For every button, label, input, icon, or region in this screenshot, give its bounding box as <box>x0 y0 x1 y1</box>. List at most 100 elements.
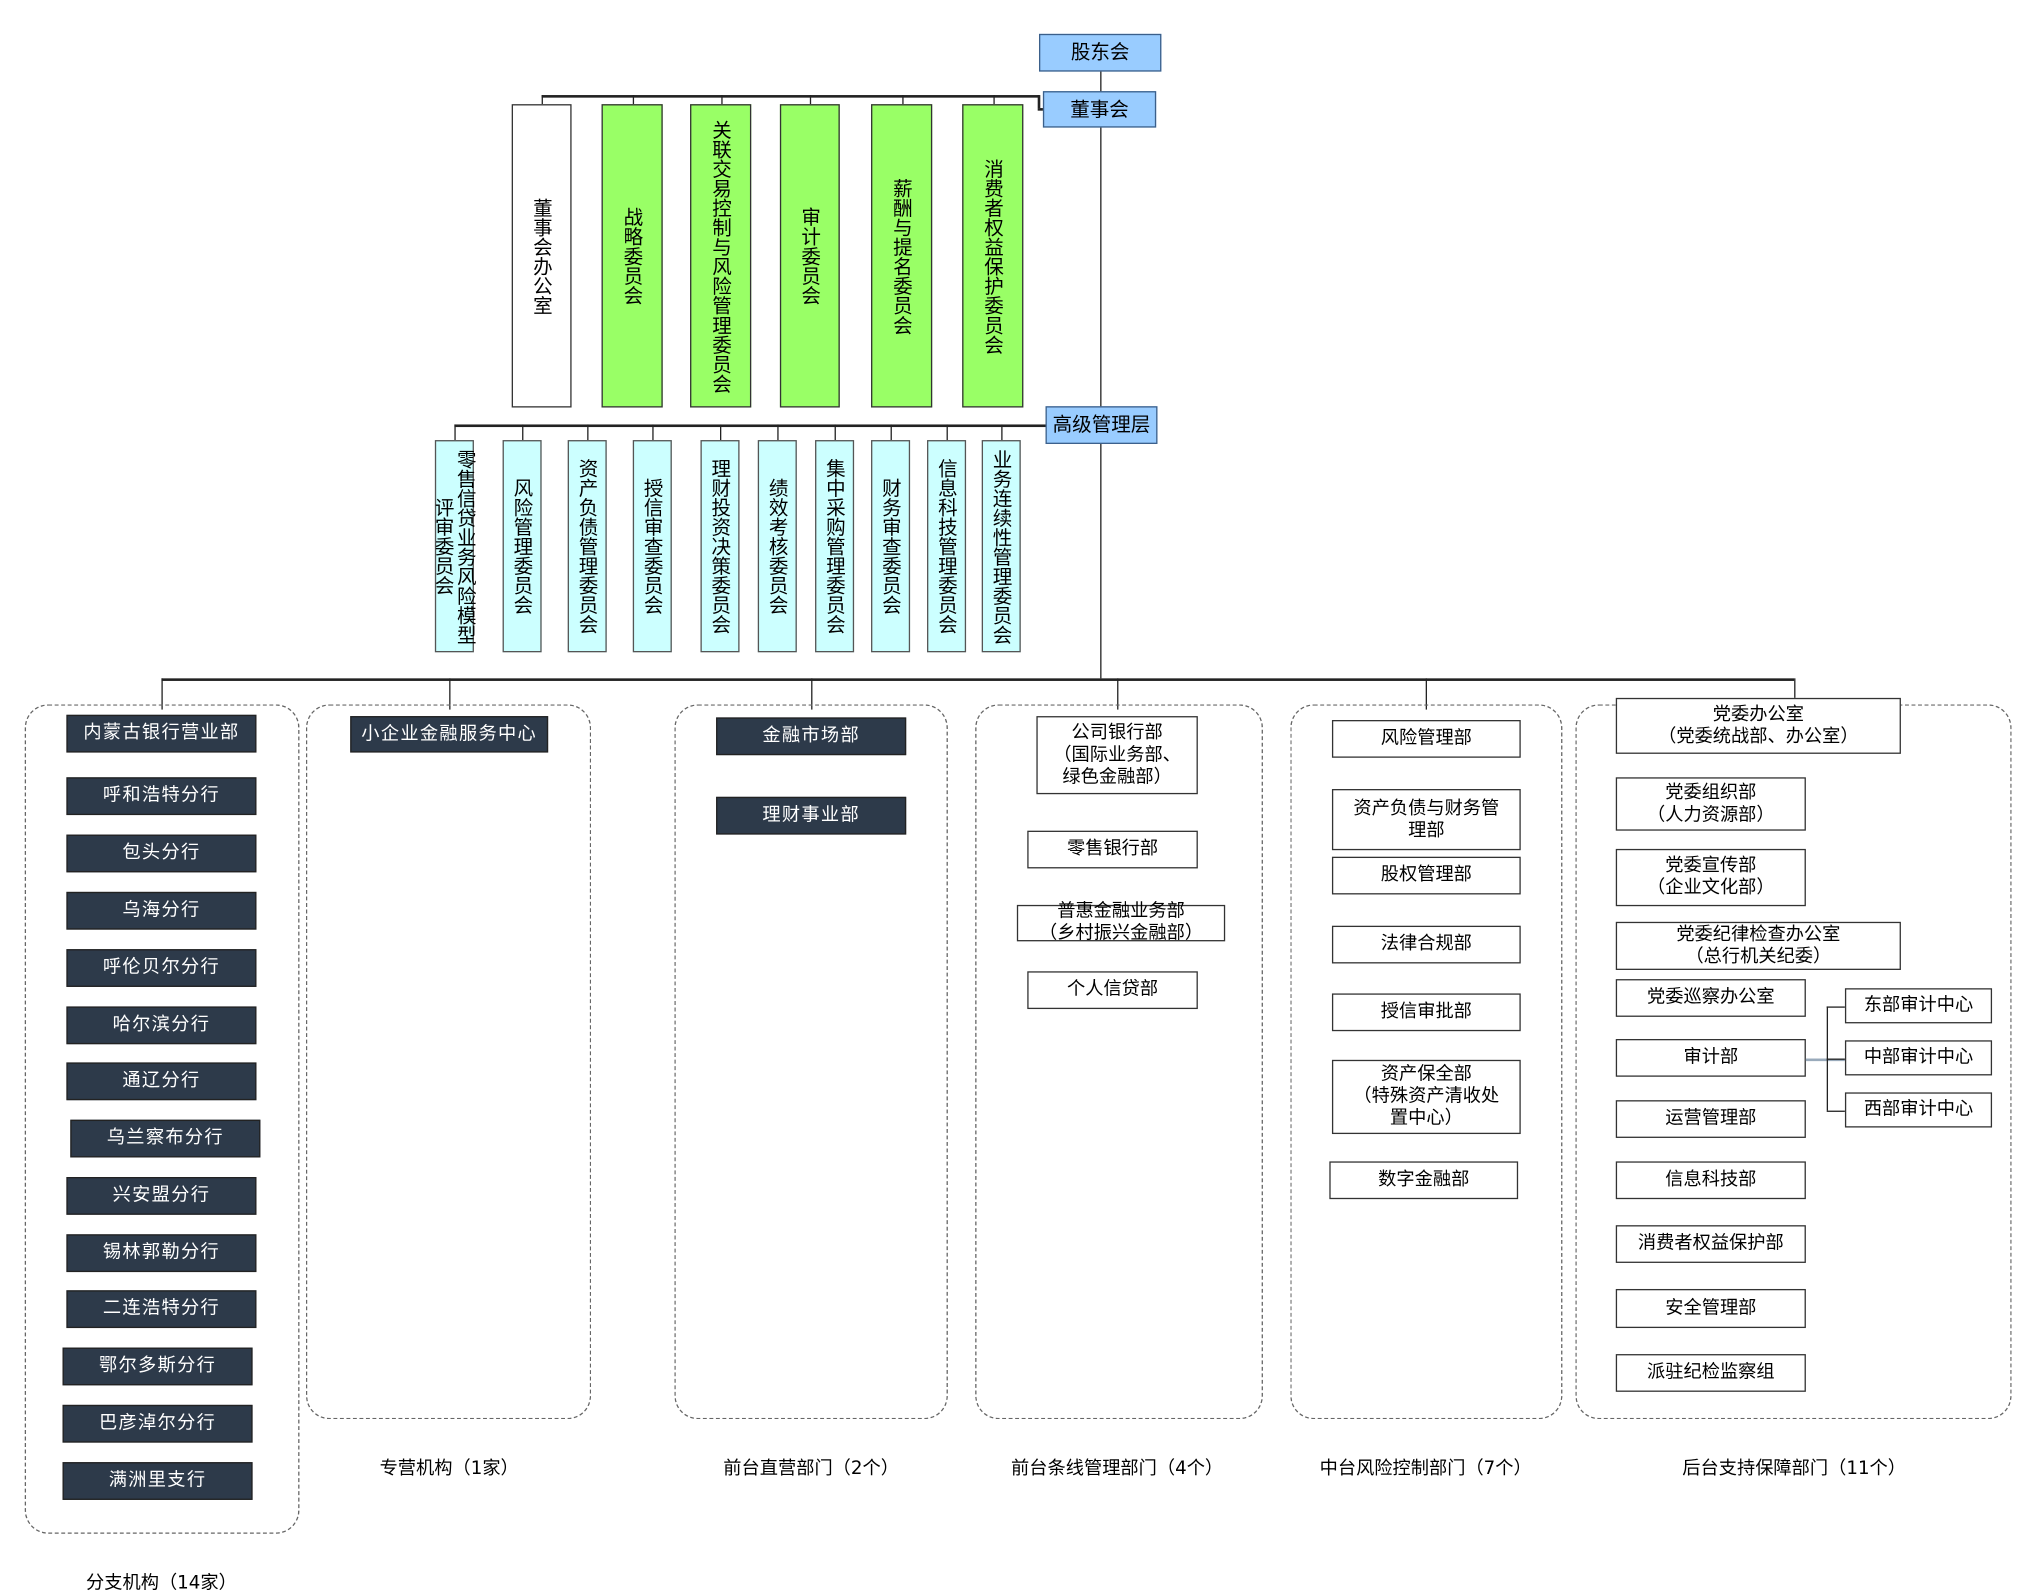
front-direct-box[interactable]: 金融市场部 <box>716 717 907 756</box>
senior-committee[interactable]: 绩效考核委员会 <box>757 440 797 653</box>
branch-box[interactable]: 呼伦贝尔分行 <box>66 949 257 987</box>
back-dept[interactable]: 安全管理部 <box>1615 1288 1806 1329</box>
branch-box[interactable]: 乌海分行 <box>66 891 257 930</box>
back-dept[interactable]: 派驻纪检监察组 <box>1615 1354 1806 1392</box>
senior-committee[interactable]: 集中采购管理委员会 <box>815 440 855 653</box>
branch-box[interactable]: 通辽分行 <box>66 1062 257 1101</box>
group-front_direct <box>674 704 948 1420</box>
group-label: 专营机构（1家） <box>379 1458 519 1480</box>
back-dept[interactable]: 党委办公室 （党委统战部、办公室） <box>1615 697 1901 754</box>
group-label: 后台支持保障部门（11个） <box>1682 1458 1907 1480</box>
connector-line <box>992 95 995 105</box>
audit-center[interactable]: 西部审计中心 <box>1844 1092 1993 1128</box>
senior-committee[interactable]: 信息科技管理委员会 <box>927 440 967 653</box>
branch-box[interactable]: 巴彦淖尔分行 <box>62 1404 253 1443</box>
audit-center[interactable]: 中部审计中心 <box>1844 1040 1993 1076</box>
connector-line <box>1100 127 1102 407</box>
senior-committee[interactable]: 理财投资决策委员会 <box>700 440 740 653</box>
connector-line <box>720 95 722 105</box>
group-label: 中台风险控制部门（7个） <box>1319 1458 1532 1480</box>
back-dept[interactable]: 信息科技部 <box>1615 1161 1806 1200</box>
connector-line <box>890 424 892 441</box>
connector-line <box>454 424 1046 427</box>
specialized-box[interactable]: 小企业金融服务中心 <box>350 716 549 753</box>
group-middle <box>1290 704 1563 1420</box>
branch-box[interactable]: 满洲里支行 <box>62 1462 253 1500</box>
connector-line <box>541 95 1039 97</box>
middle-dept[interactable]: 法律合规部 <box>1331 925 1521 964</box>
connector-line <box>1100 71 1102 92</box>
senior-committee[interactable]: 授信审查委员会 <box>632 440 672 653</box>
senior-committee[interactable]: 风险管理委员会 <box>502 440 542 653</box>
connector-line <box>901 95 903 105</box>
connector-line <box>809 95 812 105</box>
board-committee[interactable]: 消费者权益保护委员会 <box>962 104 1024 408</box>
board-committee[interactable]: 审计委员会 <box>779 104 840 408</box>
connector-line <box>1100 443 1102 679</box>
connector-line <box>632 95 634 105</box>
board-committee[interactable]: 薪酬与提名委员会 <box>871 104 933 408</box>
middle-dept[interactable]: 资产保全部 （特殊资产清收处 置中心） <box>1331 1059 1521 1135</box>
back-dept[interactable]: 审计部 <box>1615 1038 1806 1077</box>
connector-line <box>720 424 722 441</box>
back-dept[interactable]: 党委组织部 （人力资源部） <box>1615 777 1806 831</box>
connector-line <box>946 424 948 441</box>
board-box[interactable]: 董事会 <box>1042 91 1157 128</box>
back-dept[interactable]: 党委宣传部 （企业文化部） <box>1615 848 1806 907</box>
connector-line <box>652 424 654 441</box>
front-direct-box[interactable]: 理财事业部 <box>716 796 907 835</box>
connector-line <box>1425 678 1427 710</box>
connector-line <box>587 424 589 441</box>
middle-dept[interactable]: 数字金融部 <box>1329 1161 1519 1200</box>
connector-line <box>454 424 456 441</box>
board-committee[interactable]: 董事会办公室 <box>511 104 572 408</box>
connector-line <box>1805 1058 1845 1061</box>
branch-box[interactable]: 呼和浩特分行 <box>66 777 257 816</box>
back-dept[interactable]: 党委巡察办公室 <box>1615 979 1806 1017</box>
connector-line <box>1037 95 1040 109</box>
middle-dept[interactable]: 股权管理部 <box>1331 856 1521 895</box>
senior-committee[interactable]: 业务连续性管理委员会 <box>981 440 1021 653</box>
branch-box[interactable]: 乌兰察布分行 <box>70 1119 261 1158</box>
connector-line <box>449 678 451 710</box>
senior-committee[interactable]: 财务审查委员会 <box>871 440 911 653</box>
senior-committee[interactable]: 零售信贷业务风险模型评审委员会 <box>432 440 478 653</box>
back-dept[interactable]: 运营管理部 <box>1615 1100 1806 1138</box>
connector-line <box>1001 424 1003 441</box>
middle-dept[interactable]: 资产负债与财务管 理部 <box>1331 789 1521 851</box>
branch-box[interactable]: 兴安盟分行 <box>66 1177 257 1215</box>
branch-box[interactable]: 锡林郭勒分行 <box>66 1234 257 1273</box>
branch-box[interactable]: 内蒙古银行营业部 <box>66 714 257 753</box>
senior-committee[interactable]: 资产负债管理委员会 <box>567 440 607 653</box>
board-committee[interactable]: 战略委员会 <box>601 104 663 408</box>
back-dept[interactable]: 消费者权益保护部 <box>1615 1225 1806 1263</box>
branch-box[interactable]: 鄂尔多斯分行 <box>62 1347 253 1386</box>
board-committee[interactable]: 关联交易控制与风险管理委员会 <box>690 104 752 408</box>
branch-box[interactable]: 二连浩特分行 <box>66 1290 257 1329</box>
connector-line <box>522 424 524 441</box>
connector-line <box>777 424 779 441</box>
front-line-dept[interactable]: 公司银行部 （国际业务部、 绿色金融部） <box>1036 716 1198 795</box>
connector-line <box>161 678 1795 681</box>
front-line-dept[interactable]: 普惠金融业务部 （乡村振兴金融部） <box>1016 901 1226 944</box>
back-dept[interactable]: 党委纪律检查办公室 （总行机关纪委） <box>1615 921 1901 970</box>
connector-line <box>541 95 543 105</box>
connector-line <box>1117 678 1119 710</box>
audit-center[interactable]: 东部审计中心 <box>1844 988 1993 1024</box>
connector-line <box>1037 108 1043 111</box>
branch-box[interactable]: 包头分行 <box>66 834 257 873</box>
shareholders-box[interactable]: 股东会 <box>1038 33 1162 72</box>
middle-dept[interactable]: 授信审批部 <box>1331 993 1521 1032</box>
front-line-dept[interactable]: 个人信贷部 <box>1027 971 1198 1010</box>
branch-box[interactable]: 哈尔滨分行 <box>66 1006 257 1045</box>
group-front_line <box>975 704 1263 1420</box>
connector-line <box>811 678 813 710</box>
group-specialized <box>305 704 592 1420</box>
group-label: 分支机构（14家） <box>86 1572 237 1594</box>
senior-management-box[interactable]: 高级管理层 <box>1045 406 1158 444</box>
connector-line <box>1826 1110 1845 1112</box>
middle-dept[interactable]: 风险管理部 <box>1331 720 1521 758</box>
connector-line <box>161 678 163 710</box>
front-line-dept[interactable]: 零售银行部 <box>1027 830 1198 869</box>
